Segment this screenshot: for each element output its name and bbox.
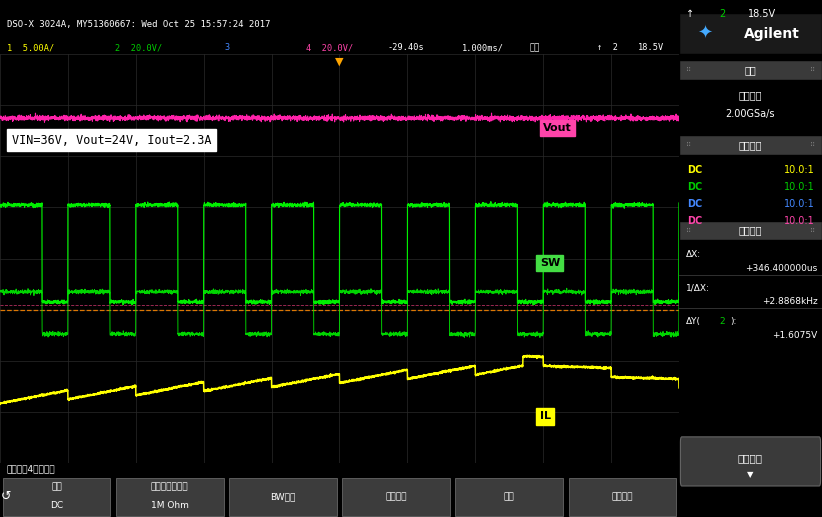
- Text: ⠿: ⠿: [686, 67, 691, 73]
- FancyBboxPatch shape: [229, 478, 337, 516]
- Text: VIN=36V, Vout=24V, Iout=2.3A: VIN=36V, Vout=24V, Iout=2.3A: [12, 133, 212, 147]
- Text: 18.5V: 18.5V: [638, 43, 664, 52]
- Text: 3: 3: [224, 43, 229, 52]
- Text: ✦: ✦: [697, 25, 713, 42]
- Text: ):: ):: [731, 317, 737, 326]
- Text: 2: 2: [719, 9, 725, 19]
- Text: プローブ: プローブ: [612, 492, 633, 501]
- FancyBboxPatch shape: [679, 60, 822, 80]
- Text: ファイン: ファイン: [386, 492, 407, 501]
- FancyBboxPatch shape: [2, 478, 110, 516]
- Text: ΔY(: ΔY(: [686, 317, 701, 326]
- Text: Vout: Vout: [543, 123, 572, 133]
- Text: ⠿: ⠿: [810, 142, 815, 148]
- Text: -29.40s: -29.40s: [387, 43, 424, 52]
- Text: ↺: ↺: [1, 490, 12, 503]
- Text: チャネル4メニュー: チャネル4メニュー: [7, 464, 55, 474]
- FancyBboxPatch shape: [681, 437, 820, 486]
- Text: 1  5.00A/: 1 5.00A/: [7, 43, 54, 52]
- Text: 10.0:1: 10.0:1: [784, 216, 815, 226]
- Text: インピーダンス: インピーダンス: [151, 483, 188, 492]
- Text: DC: DC: [687, 181, 703, 192]
- Text: 2  20.0V/: 2 20.0V/: [115, 43, 163, 52]
- Text: DC: DC: [687, 164, 703, 175]
- Text: ▼: ▼: [335, 57, 344, 67]
- Text: 結合: 結合: [51, 483, 62, 492]
- Text: 収集: 収集: [745, 65, 756, 75]
- Text: SW: SW: [540, 258, 560, 268]
- Text: 18.5V: 18.5V: [748, 9, 776, 19]
- Text: DC: DC: [687, 216, 703, 226]
- Text: +1.6075V: +1.6075V: [773, 331, 818, 340]
- Text: IL: IL: [540, 412, 551, 421]
- FancyBboxPatch shape: [116, 478, 224, 516]
- Text: 10.0:1: 10.0:1: [784, 164, 815, 175]
- Text: ⠿: ⠿: [810, 67, 815, 73]
- FancyBboxPatch shape: [679, 13, 822, 54]
- FancyBboxPatch shape: [455, 478, 563, 516]
- Text: ΔX:: ΔX:: [686, 250, 701, 259]
- Text: ↑  2: ↑ 2: [598, 43, 618, 52]
- FancyBboxPatch shape: [679, 221, 822, 240]
- Text: DC: DC: [687, 199, 703, 209]
- Text: 10.0:1: 10.0:1: [784, 181, 815, 192]
- Text: +2.8868kHz: +2.8868kHz: [762, 297, 818, 307]
- Text: 反転: 反転: [504, 492, 515, 501]
- FancyBboxPatch shape: [569, 478, 677, 516]
- Text: DC: DC: [50, 500, 63, 510]
- Text: Agilent: Agilent: [744, 26, 800, 41]
- Text: ▼: ▼: [747, 470, 754, 479]
- Text: 1M Ohm: 1M Ohm: [150, 500, 189, 510]
- Text: ノーマル: ノーマル: [739, 90, 762, 101]
- Text: 4  20.0V/: 4 20.0V/: [306, 43, 353, 52]
- Text: +346.400000us: +346.400000us: [746, 264, 818, 273]
- Text: ⠿: ⠿: [810, 227, 815, 234]
- Text: 1.000ms/: 1.000ms/: [462, 43, 504, 52]
- Text: プローブ: プローブ: [738, 453, 763, 464]
- Text: 停止: 停止: [529, 43, 540, 52]
- Text: 2: 2: [719, 317, 725, 326]
- Text: ⠿: ⠿: [686, 142, 691, 148]
- Text: カーソル: カーソル: [739, 225, 762, 236]
- Text: ↑: ↑: [686, 9, 695, 19]
- FancyBboxPatch shape: [342, 478, 450, 516]
- Text: BW制限: BW制限: [270, 492, 296, 501]
- Text: 1/ΔX:: 1/ΔX:: [686, 283, 710, 293]
- FancyBboxPatch shape: [679, 135, 822, 155]
- Text: チャネル: チャネル: [739, 140, 762, 150]
- Text: DSO-X 3024A, MY51360667: Wed Oct 25 15:57:24 2017: DSO-X 3024A, MY51360667: Wed Oct 25 15:5…: [7, 20, 270, 29]
- Text: 2.00GSa/s: 2.00GSa/s: [726, 109, 775, 119]
- Text: 10.0:1: 10.0:1: [784, 199, 815, 209]
- Text: ⠿: ⠿: [686, 227, 691, 234]
